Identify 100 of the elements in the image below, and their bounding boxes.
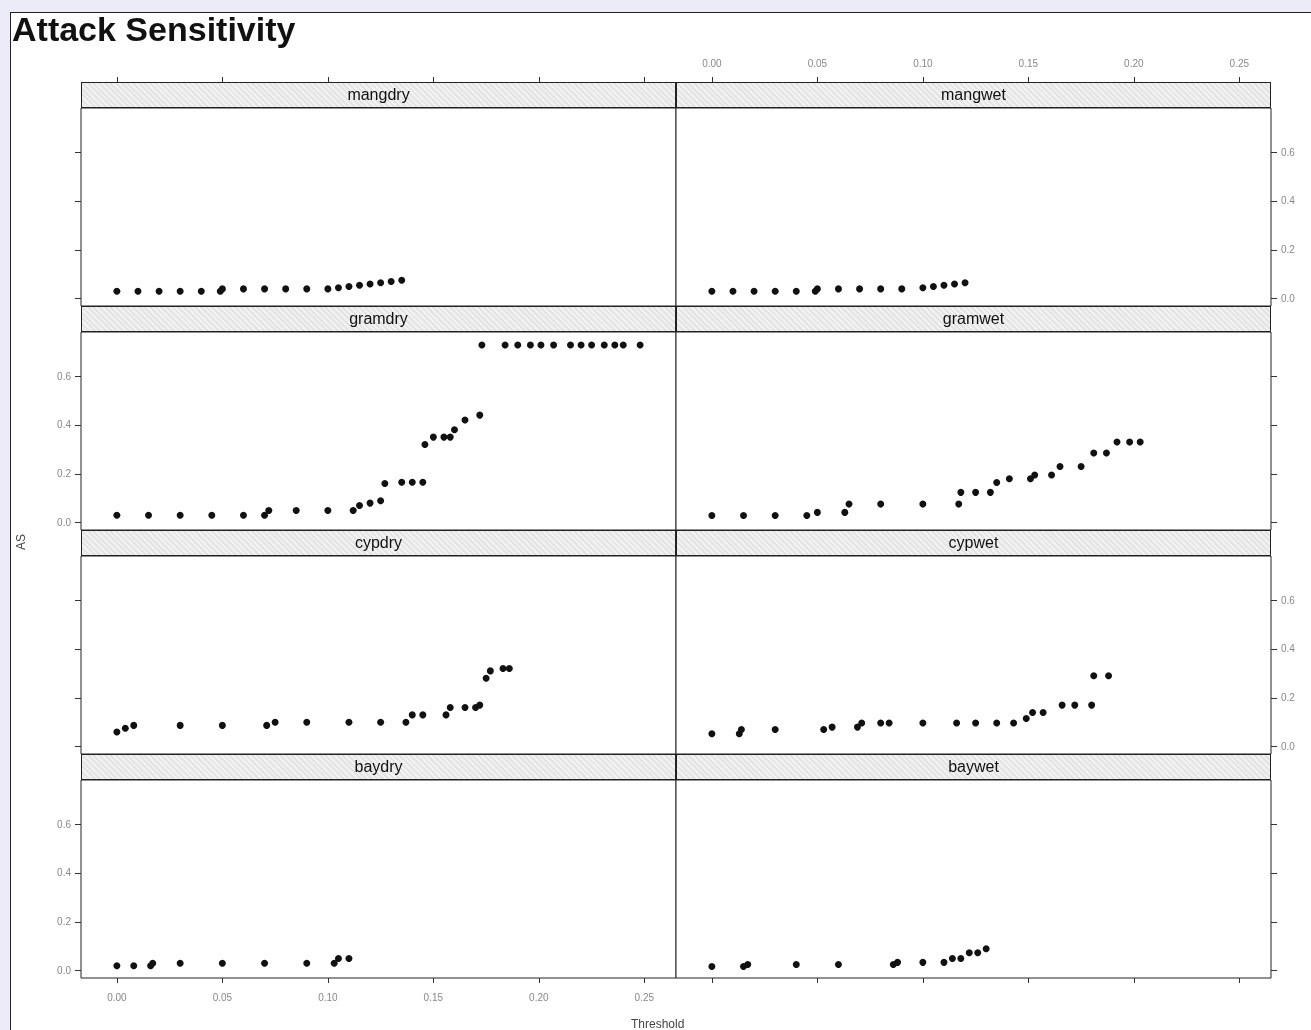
point	[526, 341, 534, 349]
point	[377, 718, 385, 726]
x-tick-label: 0.05	[807, 57, 828, 69]
point	[440, 433, 448, 441]
point	[619, 341, 627, 349]
x-tick-label: 0.25	[1229, 57, 1250, 69]
x-tick-label: 0.15	[423, 991, 444, 1003]
point	[155, 287, 163, 295]
point	[239, 285, 247, 293]
point	[877, 719, 885, 727]
point	[176, 511, 184, 519]
point	[271, 718, 279, 726]
x-tick-label: 0.20	[529, 991, 550, 1003]
point	[197, 287, 205, 295]
point	[349, 506, 357, 514]
point	[1048, 471, 1056, 479]
y-axis-title: AS	[14, 533, 28, 551]
point	[421, 440, 429, 448]
point	[803, 512, 811, 520]
point	[948, 954, 956, 962]
y-tick-label: 0.4	[1281, 195, 1296, 207]
y-tick-label: 0.0	[57, 965, 72, 977]
x-tick-label: 0.10	[318, 991, 339, 1003]
point	[282, 285, 290, 293]
point	[708, 512, 716, 520]
point	[965, 949, 973, 957]
point	[740, 512, 748, 520]
point	[476, 411, 484, 419]
point	[261, 511, 269, 519]
x-tick-label: 0.00	[107, 991, 128, 1003]
point	[134, 287, 142, 295]
x-tick-label: 0.10	[913, 57, 934, 69]
y-tick-label: 0.0	[1281, 741, 1296, 753]
point	[567, 341, 574, 349]
y-tick-label: 0.4	[57, 867, 72, 879]
point	[1071, 701, 1079, 709]
point	[324, 506, 332, 514]
point	[398, 478, 406, 486]
y-tick-label: 0.2	[1281, 244, 1296, 256]
y-tick-label: 0.6	[1281, 146, 1296, 158]
point	[1010, 719, 1018, 727]
point	[953, 719, 961, 727]
point	[176, 721, 184, 729]
point	[263, 721, 271, 729]
y-tick-label: 0.4	[1281, 643, 1296, 655]
point	[145, 511, 153, 519]
point	[550, 341, 558, 349]
point	[828, 723, 836, 731]
point	[771, 512, 779, 520]
x-tick-label: 0.05	[212, 991, 233, 1003]
point	[419, 711, 427, 719]
point	[993, 719, 1001, 727]
point	[853, 723, 861, 731]
point	[744, 961, 752, 969]
point	[1105, 672, 1113, 680]
y-tick-label: 0.2	[57, 468, 72, 480]
point	[408, 478, 416, 486]
y-tick-label: 0.2	[1281, 692, 1296, 704]
point	[505, 664, 513, 672]
point	[334, 284, 342, 292]
point	[461, 704, 469, 712]
point	[919, 719, 927, 727]
y-tick-label: 0.6	[57, 370, 72, 382]
point	[600, 341, 608, 349]
point	[345, 282, 353, 290]
y-tick-label: 0.2	[57, 916, 72, 928]
point	[1056, 462, 1064, 470]
point	[261, 285, 269, 293]
chart-title: baydry	[81, 754, 676, 780]
point	[324, 285, 332, 293]
point	[1029, 708, 1037, 716]
point	[834, 961, 842, 969]
point	[993, 479, 1001, 487]
point	[636, 341, 644, 349]
point	[1088, 701, 1096, 709]
point	[381, 480, 389, 488]
point	[482, 674, 490, 682]
y-tick-label: 0.6	[1281, 594, 1296, 606]
y-tick-label: 0.4	[57, 419, 72, 431]
point	[986, 488, 994, 496]
point	[387, 278, 395, 286]
point	[1126, 438, 1134, 446]
point	[1077, 462, 1085, 470]
point	[486, 667, 494, 675]
point	[957, 954, 965, 962]
point	[1005, 475, 1013, 483]
point	[1058, 701, 1066, 709]
point	[476, 701, 484, 709]
chart-title: mangdry	[81, 82, 676, 108]
point	[708, 730, 716, 738]
point	[1039, 708, 1047, 716]
chart-title: gramwet	[676, 306, 1271, 332]
point	[1090, 672, 1098, 680]
x-axis-title: Threshold	[631, 1017, 685, 1030]
point	[841, 508, 849, 516]
point	[176, 287, 184, 295]
point	[858, 719, 866, 727]
point	[356, 281, 364, 289]
point	[499, 664, 507, 672]
point	[1136, 438, 1144, 446]
